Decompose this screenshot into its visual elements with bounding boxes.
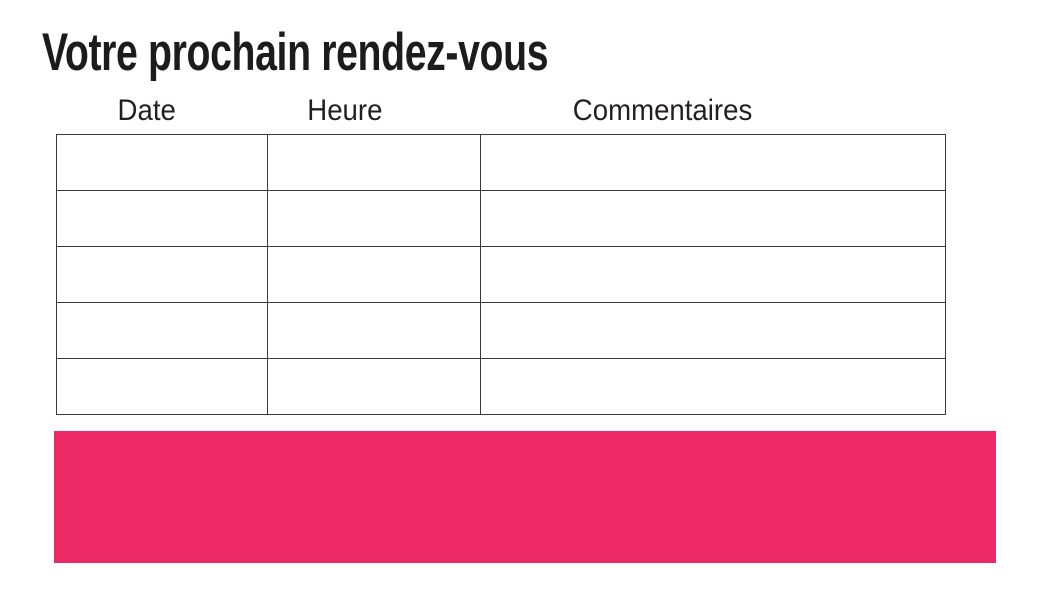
table-row bbox=[56, 358, 946, 415]
appointments-table bbox=[56, 134, 946, 415]
table-header-row: Date Heure Commentaires bbox=[46, 92, 884, 126]
highlight-banner bbox=[54, 431, 996, 563]
cell-heure bbox=[267, 246, 481, 303]
cell-commentaires bbox=[480, 302, 946, 359]
cell-heure bbox=[267, 302, 481, 359]
table-row bbox=[56, 190, 946, 247]
cell-heure bbox=[267, 134, 481, 191]
column-header-heure: Heure bbox=[248, 92, 442, 126]
table-row bbox=[56, 302, 946, 359]
cell-date bbox=[56, 358, 268, 415]
column-header-heure-label: Heure bbox=[306, 94, 383, 127]
table-row bbox=[56, 246, 946, 303]
cell-date bbox=[56, 190, 268, 247]
cell-commentaires bbox=[480, 190, 946, 247]
column-header-date-label: Date bbox=[117, 94, 176, 127]
cell-commentaires bbox=[480, 134, 946, 191]
column-header-commentaires-label: Commentaires bbox=[572, 94, 753, 127]
column-header-date: Date bbox=[46, 92, 248, 126]
cell-date bbox=[56, 134, 268, 191]
cell-heure bbox=[267, 190, 481, 247]
table-row bbox=[56, 134, 946, 191]
cell-commentaires bbox=[480, 246, 946, 303]
cell-commentaires bbox=[480, 358, 946, 415]
page-title: Votre prochain rendez-vous bbox=[42, 23, 549, 82]
cell-date bbox=[56, 302, 268, 359]
cell-date bbox=[56, 246, 268, 303]
cell-heure bbox=[267, 358, 481, 415]
column-header-commentaires: Commentaires bbox=[441, 92, 884, 126]
